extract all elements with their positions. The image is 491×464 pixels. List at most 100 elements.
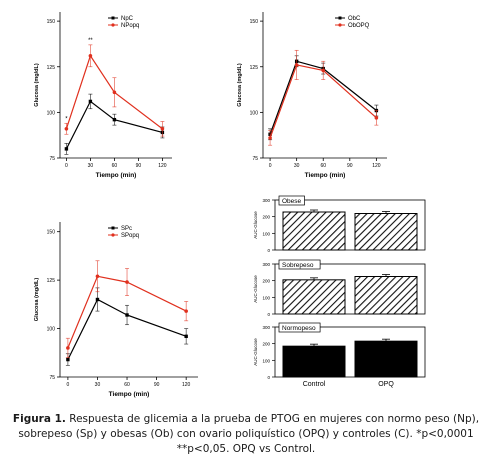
bar [354,276,418,315]
y-tick-label: 200 [262,279,270,284]
x-tick-label: 90 [347,163,353,169]
data-point [160,127,165,131]
y-tick-label: 125 [250,65,259,71]
panel-title: Sobrepeso [282,262,314,269]
y-tick-label: 75 [252,156,258,162]
y-tick-label: 125 [47,278,56,284]
significance-marker: * [65,116,68,122]
chart-normopeso-glucose: 75 100 125 150 0 30 60 90 120 Tiempo (min) Glucosa… [34,12,172,179]
data-point [321,68,326,73]
y-tick-label: 0 [267,312,270,317]
x-tick-label: 60 [112,163,118,169]
bar [354,340,418,378]
y-tick-label: 75 [49,156,55,162]
legend-label: SPc [121,226,132,232]
bar [282,211,346,251]
figure-caption: Figura 1. Respuesta de glicemia a la pru… [6,412,486,457]
data-point [125,280,129,284]
y-tick-label: 200 [262,342,270,347]
y-axis-label: AUC-Glucose [253,275,258,303]
legend-marker [111,226,115,230]
y-tick-label: 200 [262,215,270,220]
legend-label: NPopq [121,23,139,29]
bar [354,213,418,251]
data-point [64,127,69,131]
y-tick-label: 150 [250,19,259,25]
series-line [67,275,187,349]
y-tick-label: 100 [47,110,56,116]
data-point [88,54,93,58]
x-tick-label: 120 [372,163,381,169]
data-point [64,147,69,151]
chart-auc-obese: 0 100 200 300 AUC-Glucose Obese [253,195,426,253]
chart-auc-sobrepeso: 0 100 200 300 AUC-Glucose Sobrepeso [253,259,426,317]
y-tick-label: 75 [49,375,55,381]
series-line [269,60,377,135]
y-tick-label: 300 [262,325,270,330]
panel-title-box [278,259,321,270]
legend-label: ObC [348,16,361,22]
x-axis-label: Tiempo (min) [96,172,137,179]
bar [282,279,346,315]
y-tick-label: 150 [47,230,56,236]
data-point [88,99,93,104]
y-tick-label: 100 [262,231,270,236]
legend-marker [111,23,115,27]
data-point [112,90,117,95]
y-axis-label: Glucosa (mg/dL) [237,63,243,107]
figure-panels: 75 100 125 150 0 30 60 90 120 Tiempo (min) Glucosa… [34,12,426,398]
legend-marker [111,16,115,20]
data-point [112,117,117,122]
x-tick-label: OPQ [378,381,394,388]
panel-title-box [278,195,305,206]
data-point [184,334,188,339]
y-tick-label: 0 [267,375,270,380]
y-axis-label: AUC-Glucose [253,338,258,366]
significance-marker: ** [88,38,93,44]
y-tick-label: 0 [267,248,270,253]
y-tick-label: 150 [47,19,56,25]
caption-label: Figura 1. [12,413,66,425]
x-tick-label: Control [303,381,326,388]
x-tick-label: 30 [294,163,300,169]
x-tick-label: 0 [66,382,69,388]
x-tick-label: 120 [182,382,191,388]
panel-title: Normopeso [282,325,316,332]
data-point [125,313,129,317]
x-tick-label: 0 [65,163,68,169]
y-axis-label: Glucosa (mg/dL) [34,63,40,107]
y-tick-label: 100 [47,327,56,333]
x-axis-label: Tiempo (min) [109,391,150,398]
y-tick-label: 300 [262,262,270,267]
plot-frame [274,199,426,251]
legend-label: ObOPQ [348,23,370,29]
panel-title-box [278,322,321,333]
y-axis-label: AUC-Glucose [253,211,258,239]
legend-label: NpC [121,16,134,22]
y-tick-label: 100 [250,110,259,116]
x-tick-label: 120 [158,163,167,169]
x-tick-label: 60 [320,163,326,169]
legend-label: SPopq [121,233,139,239]
x-tick-label: 30 [88,163,94,169]
data-point [294,63,299,67]
plot-frame [274,263,426,315]
series-line [65,54,163,130]
y-tick-label: 100 [262,358,270,363]
data-point [184,309,188,313]
caption-text: Respuesta de glicemia a la prueba de PTO… [18,413,480,455]
panel-title: Obese [282,198,302,205]
legend-marker [338,16,342,20]
chart-auc-normopeso: 0 100 200 300 AUC-Glucose Control OPQ Normopeso [253,322,426,388]
x-tick-label: 60 [124,382,130,388]
series-line [65,100,163,150]
chart-sobrepeso-glucose: 75 100 125 150 0 30 60 90 120 Tiempo (min) Glucosa… [34,222,198,398]
series-line [269,64,377,139]
data-point [95,297,100,302]
x-axis-label: Tiempo (min) [305,172,346,179]
data-point [268,136,272,140]
data-point [66,346,70,350]
bar [282,345,346,378]
series-line [67,298,187,360]
chart-obese-glucose: 75 100 125 150 0 30 60 90 120 Tiempo (min) Glucosa… [237,12,387,179]
